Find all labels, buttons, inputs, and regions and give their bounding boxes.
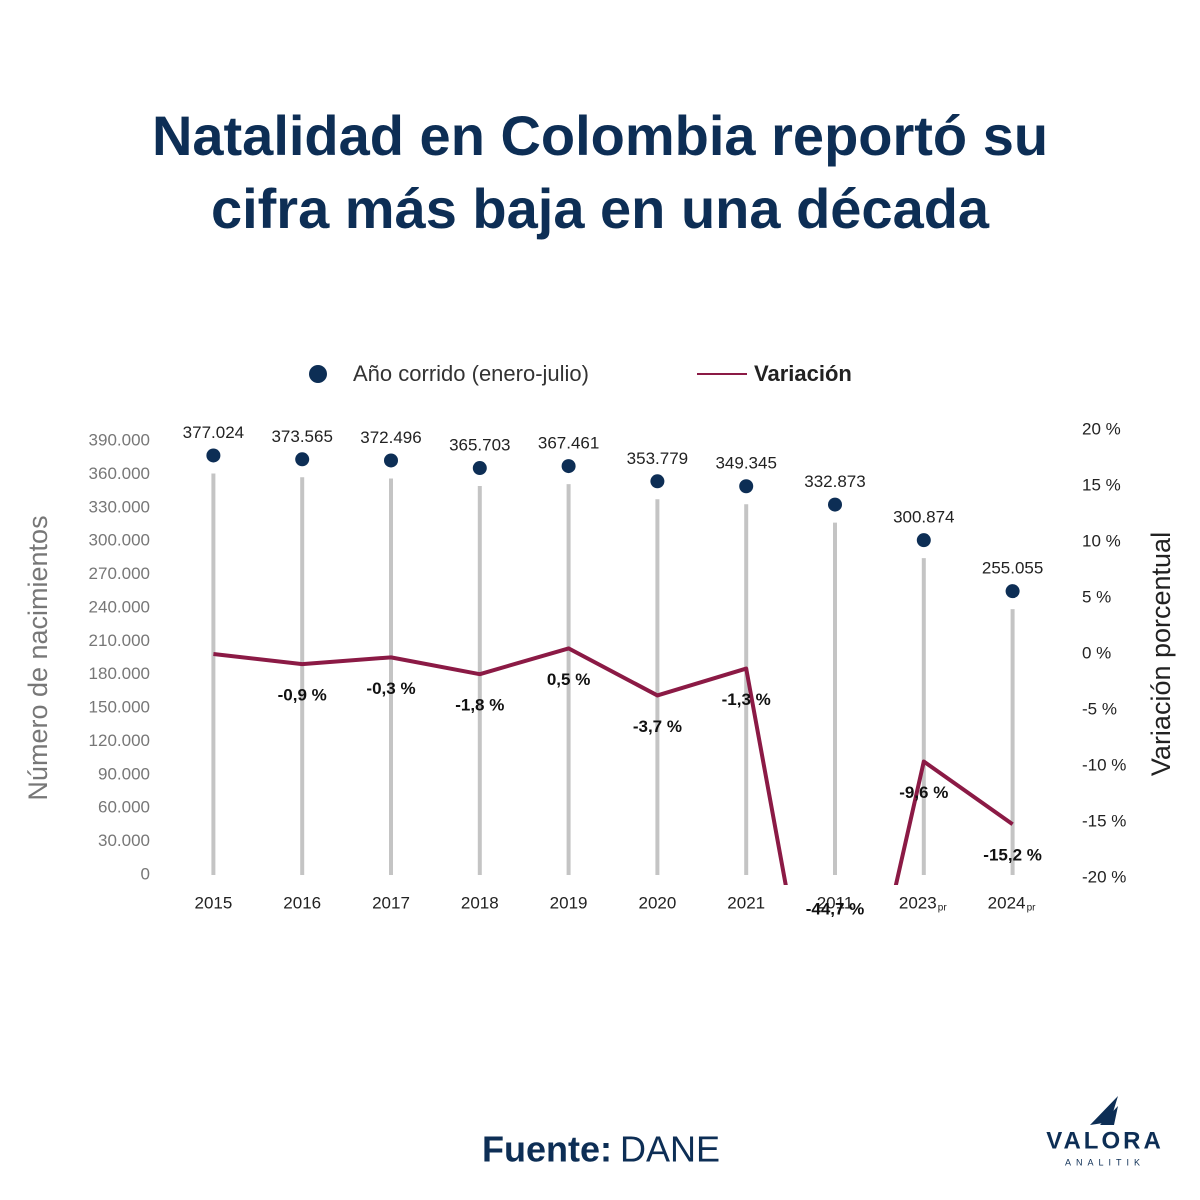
x-tick-label: 2016 [283, 893, 321, 912]
brand-sub: ANALITIK [1065, 1157, 1145, 1167]
x-tick-suffix: pr [938, 903, 948, 914]
percent-label: -9,6 % [899, 783, 948, 802]
dot [295, 452, 310, 467]
y-tick-label: 210.000 [89, 631, 150, 650]
percent-label: -3,7 % [633, 717, 682, 736]
dot [472, 461, 487, 476]
y-tick-label: 240.000 [89, 597, 150, 616]
y-axis-title: Número de nacimientos [23, 515, 53, 800]
dot [206, 448, 221, 463]
variation-line [213, 646, 1014, 885]
value-label: 349.345 [715, 454, 776, 473]
dot [828, 497, 842, 512]
y-tick-label: 0 [141, 864, 150, 883]
brand: VALORA [1046, 1127, 1164, 1154]
percent-label: 0,5 % [547, 670, 590, 689]
percent-label: -44,7 % [806, 899, 865, 918]
y2-tick-label: -10 % [1082, 755, 1126, 774]
y-tick-label: 120.000 [89, 731, 150, 750]
x-tick-suffix: pr [1027, 903, 1037, 914]
logo-icon [1090, 1096, 1118, 1125]
percent-label: -0,9 % [278, 686, 327, 705]
y-tick-label: 330.000 [89, 497, 150, 516]
value-label: 365.703 [449, 436, 510, 455]
y2-tick-label: -20 % [1082, 867, 1126, 886]
x-tick-label: 2011 [817, 893, 854, 912]
value-label: 373.565 [271, 427, 332, 446]
dot [650, 474, 665, 489]
y-tick-label: 90.000 [98, 764, 150, 783]
percent-label: -15,2 % [983, 846, 1042, 865]
y2-tick-label: -15 % [1082, 811, 1126, 830]
dot [916, 533, 931, 548]
chart-title: cifra más baja en una década [211, 177, 990, 240]
y2-tick-label: 20 % [1082, 419, 1121, 438]
y2-tick-label: 10 % [1082, 531, 1121, 550]
dot [561, 459, 576, 474]
x-tick-label: 2024 [988, 893, 1026, 912]
legend-label: Variación [754, 361, 852, 386]
dot [1005, 584, 1020, 599]
x-tick-label: 2020 [638, 893, 676, 912]
x-tick-label: 2019 [550, 893, 588, 912]
dot [739, 479, 754, 494]
dot [384, 453, 398, 468]
x-tick-label: 2018 [461, 893, 499, 912]
y2-tick-label: 0 % [1082, 643, 1111, 662]
source: DANE [620, 1129, 720, 1170]
line-group [213, 646, 1014, 885]
x-tick-label: 2017 [372, 893, 410, 912]
legend-marker [309, 365, 327, 383]
x-tick-label: 2015 [194, 893, 232, 912]
percent-label: -1,3 % [722, 690, 771, 709]
y2-tick-label: -5 % [1082, 699, 1117, 718]
chart-title: Natalidad en Colombia reportó su [152, 104, 1048, 167]
x-tick-label: 2021 [727, 893, 765, 912]
value-label: 332.873 [804, 472, 865, 491]
y-tick-label: 180.000 [89, 664, 150, 683]
value-label: 353.779 [627, 449, 688, 468]
value-label: 367.461 [538, 434, 599, 453]
y-tick-label: 300.000 [89, 531, 150, 550]
value-label: 377.024 [183, 423, 244, 442]
y-tick-label: 60.000 [98, 798, 150, 817]
percent-label: -1,8 % [455, 696, 504, 715]
value-label: 255.055 [982, 559, 1043, 578]
x-tick-label: 2023 [899, 893, 937, 912]
y-tick-label: 360.000 [89, 464, 150, 483]
y2-axis-title: Variación porcentual [1146, 532, 1176, 776]
value-label: 372.496 [360, 428, 421, 447]
legend-label: Año corrido (enero-julio) [353, 361, 589, 386]
y2-tick-label: 15 % [1082, 475, 1121, 494]
y-tick-label: 150.000 [89, 698, 150, 717]
y2-tick-label: 5 % [1082, 587, 1111, 606]
percent-label: -0,3 % [366, 679, 415, 698]
y-tick-label: 270.000 [89, 564, 150, 583]
source-label: Fuente: [482, 1129, 612, 1170]
value-label: 300.874 [893, 508, 954, 527]
y-tick-label: 390.000 [89, 430, 150, 449]
y-tick-label: 30.000 [98, 831, 150, 850]
